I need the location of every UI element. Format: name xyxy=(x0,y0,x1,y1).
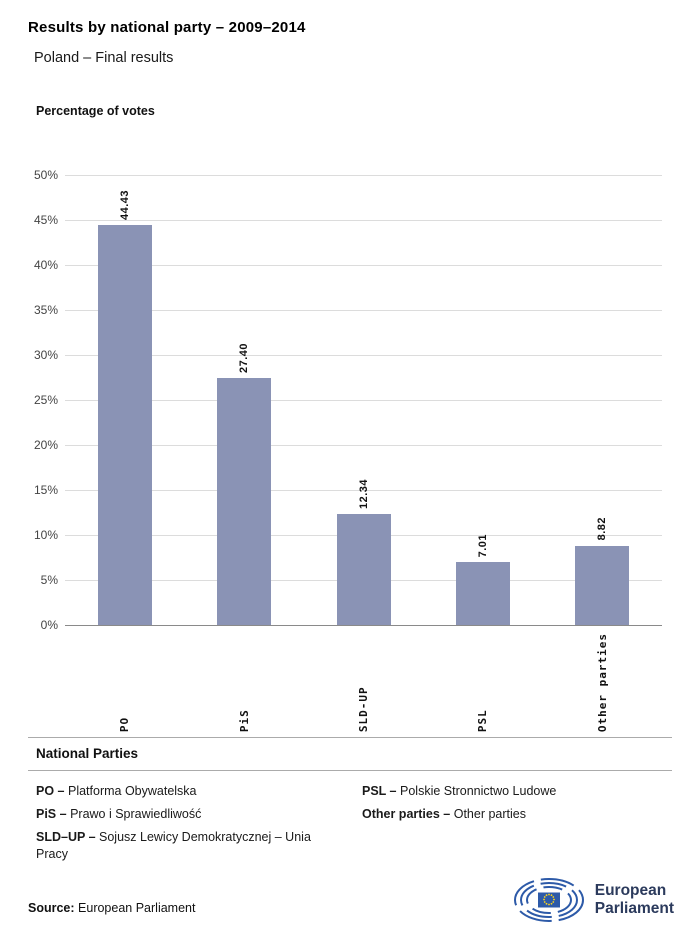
y-tick-label: 50% xyxy=(33,168,58,182)
legend-section: National Parties PO – Platforma Obywatel… xyxy=(28,737,672,869)
bar xyxy=(575,545,630,625)
legend-item: PiS – Prawo i Sprawiedliwość xyxy=(36,806,342,823)
eu-flag-icon xyxy=(537,892,560,908)
ep-logo: European Parliament xyxy=(512,876,674,924)
x-label-slot: PSL xyxy=(423,626,542,732)
bar-value-label: 27.40 xyxy=(238,343,251,374)
legend-item: SLD–UP – Sojusz Lewicy Demokratycznej – … xyxy=(36,829,342,863)
gridline xyxy=(65,265,662,266)
x-axis-label: PO xyxy=(118,716,132,733)
party-abbr: SLD–UP – xyxy=(36,829,96,844)
bar-chart: 0% 5% 10% 15% 20% 25% 30% 35% 40% 45% 50% 44.43 27.… xyxy=(0,168,700,732)
y-tick-label: 35% xyxy=(33,303,58,317)
party-abbr: PiS – xyxy=(36,806,67,821)
party-name: Other parties xyxy=(453,806,526,821)
gridline xyxy=(65,355,662,356)
x-axis-labels: PO PiS SLD-UP PSL Other parties xyxy=(65,626,662,732)
y-tick-label: 40% xyxy=(33,258,58,272)
legend-item: PO – Platforma Obywatelska xyxy=(36,783,342,800)
chart-heading: Percentage of votes xyxy=(36,104,155,118)
bar-group: 8.82 xyxy=(543,175,662,625)
party-name: Platforma Obywatelska xyxy=(67,784,197,798)
bar xyxy=(336,513,391,625)
gridline xyxy=(65,310,662,311)
source-value: European Parliament xyxy=(78,901,196,915)
gridline xyxy=(65,400,662,401)
y-tick-label: 30% xyxy=(33,348,58,362)
x-label-slot: PO xyxy=(65,626,184,732)
y-axis: 0% 5% 10% 15% 20% 25% 30% 35% 40% 45% 50% xyxy=(0,168,58,632)
bar xyxy=(455,561,510,625)
x-axis-label: Other parties xyxy=(595,633,609,733)
bar-value-label: 7.01 xyxy=(476,533,489,557)
party-abbr: PSL – xyxy=(362,784,397,798)
gridline xyxy=(65,220,662,221)
y-tick-label: 25% xyxy=(33,393,58,407)
y-tick-label: 5% xyxy=(40,573,58,587)
page-subtitle: Poland – Final results xyxy=(34,50,174,66)
legend-column-right: PSL – Polskie Stronnictwo Ludowe Other p… xyxy=(362,783,664,869)
bar-value-label: 12.34 xyxy=(357,478,370,509)
party-abbr: PO – xyxy=(36,784,65,798)
header: Results by national party – 2009–2014 Po… xyxy=(28,19,306,66)
y-tick-label: 15% xyxy=(33,483,58,497)
x-axis-label: SLD-UP xyxy=(357,686,371,733)
bar-value-label: 44.43 xyxy=(118,190,131,221)
legend-item: PSL – Polskie Stronnictwo Ludowe xyxy=(362,783,664,800)
ep-hemicycle-icon xyxy=(513,878,584,922)
y-tick-label: 10% xyxy=(33,528,58,542)
bar-group: 12.34 xyxy=(304,175,423,625)
x-label-slot: PiS xyxy=(184,626,303,732)
x-label-slot: Other parties xyxy=(543,626,662,732)
ep-logo-line2: Parliament xyxy=(594,900,674,917)
y-tick-label: 20% xyxy=(33,438,58,452)
divider-bottom xyxy=(28,770,672,771)
plot-area: 44.43 27.40 12.34 7.01 8.82 xyxy=(65,175,662,626)
party-abbr: Other parties – xyxy=(362,806,451,821)
page-title: Results by national party – 2009–2014 xyxy=(28,19,306,36)
x-label-slot: SLD-UP xyxy=(304,626,423,732)
bar-value-label: 8.82 xyxy=(596,517,609,541)
source-label: Source: xyxy=(28,901,75,915)
gridline xyxy=(65,490,662,491)
y-tick-label: 0% xyxy=(40,618,58,632)
x-axis-line xyxy=(65,625,662,626)
bars: 44.43 27.40 12.34 7.01 8.82 xyxy=(65,175,662,625)
x-axis-label: PSL xyxy=(476,709,490,733)
legend-column-left: PO – Platforma Obywatelska PiS – Prawo i… xyxy=(36,783,362,869)
party-name: Prawo i Sprawiedliwość xyxy=(70,806,202,821)
bar-group: 7.01 xyxy=(423,175,542,625)
legend-heading: National Parties xyxy=(36,746,139,761)
party-name: Sojusz Lewicy Demokratycznej – Unia Prac… xyxy=(36,829,311,861)
divider-top xyxy=(28,737,672,738)
gridline xyxy=(65,445,662,446)
legend-columns: PO – Platforma Obywatelska PiS – Prawo i… xyxy=(28,771,672,869)
bar xyxy=(97,225,152,625)
source-line: Source: European Parliament xyxy=(28,901,195,915)
legend-item: Other parties – Other parties xyxy=(362,806,664,823)
x-axis-label: PiS xyxy=(237,709,251,733)
ep-logo-line1: European xyxy=(594,882,667,900)
ep-logo-text: European Parliament xyxy=(595,882,674,918)
party-name: Polskie Stronnictwo Ludowe xyxy=(400,784,557,798)
bar-group: 27.40 xyxy=(184,175,303,625)
bar-group: 44.43 xyxy=(65,175,184,625)
bar xyxy=(217,378,272,625)
gridline xyxy=(65,175,662,176)
y-tick-label: 45% xyxy=(33,213,58,227)
